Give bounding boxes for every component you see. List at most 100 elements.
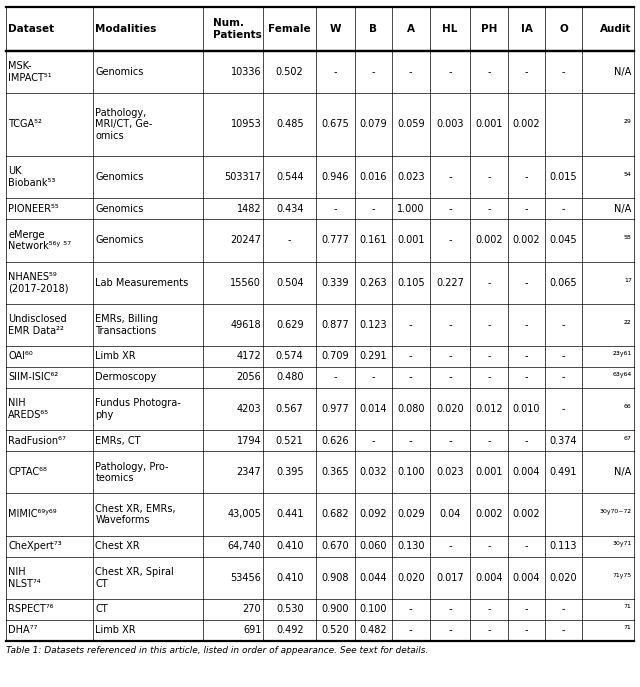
Text: 0.029: 0.029 <box>397 510 424 519</box>
Text: eMerge
Network⁵⁶ʸ ⁵⁷: eMerge Network⁵⁶ʸ ⁵⁷ <box>8 229 71 251</box>
Text: Fundus Photogra-
phy: Fundus Photogra- phy <box>95 398 181 420</box>
Text: -: - <box>409 351 413 361</box>
Text: 0.492: 0.492 <box>276 625 303 635</box>
Text: -: - <box>487 351 491 361</box>
Text: 4203: 4203 <box>237 404 261 414</box>
Text: 0.002: 0.002 <box>513 120 540 129</box>
Text: 0.365: 0.365 <box>322 467 349 477</box>
Text: 49618: 49618 <box>230 319 261 330</box>
Text: CheXpert⁷³: CheXpert⁷³ <box>8 541 62 551</box>
Text: 0.004: 0.004 <box>513 573 540 583</box>
Text: 0.675: 0.675 <box>322 120 349 129</box>
Text: ²²: ²² <box>624 319 632 330</box>
Text: 0.020: 0.020 <box>550 573 577 583</box>
Text: 0.105: 0.105 <box>397 278 424 288</box>
Text: MIMIC⁶⁹ʸ⁶⁹: MIMIC⁶⁹ʸ⁶⁹ <box>8 510 57 519</box>
Text: EMRs, Billing
Transactions: EMRs, Billing Transactions <box>95 314 158 335</box>
Text: 0.263: 0.263 <box>359 278 387 288</box>
Text: 0.014: 0.014 <box>360 404 387 414</box>
Text: -: - <box>525 541 529 551</box>
Text: -: - <box>448 605 452 614</box>
Text: 0.100: 0.100 <box>360 605 387 614</box>
Text: ³⁰ʸ⁷¹: ³⁰ʸ⁷¹ <box>612 541 632 551</box>
Text: NHANES⁵⁹
(2017-2018): NHANES⁵⁹ (2017-2018) <box>8 272 69 293</box>
Text: 0.079: 0.079 <box>359 120 387 129</box>
Text: -: - <box>371 204 375 214</box>
Text: 0.044: 0.044 <box>360 573 387 583</box>
Text: N/A: N/A <box>614 67 632 77</box>
Text: ⁷¹: ⁷¹ <box>624 625 632 635</box>
Text: 0.482: 0.482 <box>359 625 387 635</box>
Text: 0.002: 0.002 <box>513 510 540 519</box>
Text: 0.900: 0.900 <box>322 605 349 614</box>
Text: A: A <box>407 24 415 34</box>
Text: RadFusion⁶⁷: RadFusion⁶⁷ <box>8 436 66 446</box>
Text: CT: CT <box>95 605 108 614</box>
Text: 0.002: 0.002 <box>513 236 540 245</box>
Text: 43,005: 43,005 <box>227 510 261 519</box>
Text: -: - <box>448 204 452 214</box>
Text: -: - <box>448 541 452 551</box>
Text: -: - <box>371 436 375 446</box>
Text: N/A: N/A <box>614 467 632 477</box>
Text: 0.010: 0.010 <box>513 404 540 414</box>
Text: -: - <box>487 436 491 446</box>
Text: 0.485: 0.485 <box>276 120 303 129</box>
Text: -: - <box>525 204 529 214</box>
Text: -: - <box>409 67 413 77</box>
Text: Genomics: Genomics <box>95 172 144 182</box>
Text: -: - <box>448 236 452 245</box>
Text: -: - <box>409 605 413 614</box>
Text: 0.130: 0.130 <box>397 541 424 551</box>
Text: 0.023: 0.023 <box>397 172 424 182</box>
Text: 0.480: 0.480 <box>276 372 303 383</box>
Text: -: - <box>525 605 529 614</box>
Text: 0.491: 0.491 <box>550 467 577 477</box>
Text: -: - <box>562 351 565 361</box>
Text: -: - <box>487 541 491 551</box>
Text: 0.291: 0.291 <box>359 351 387 361</box>
Text: W: W <box>330 24 341 34</box>
Text: 0.003: 0.003 <box>436 120 463 129</box>
Text: -: - <box>487 372 491 383</box>
Text: -: - <box>409 319 413 330</box>
Text: -: - <box>487 172 491 182</box>
Text: Chest XR, Spiral
CT: Chest XR, Spiral CT <box>95 567 174 589</box>
Text: 0.520: 0.520 <box>322 625 349 635</box>
Text: Limb XR: Limb XR <box>95 625 136 635</box>
Text: UK
Biobank⁵³: UK Biobank⁵³ <box>8 166 56 188</box>
Text: -: - <box>409 436 413 446</box>
Text: -: - <box>525 625 529 635</box>
Text: CPTAC⁶⁸: CPTAC⁶⁸ <box>8 467 47 477</box>
Text: 0.626: 0.626 <box>322 436 349 446</box>
Text: 0.709: 0.709 <box>322 351 349 361</box>
Text: ²³ʸ⁶¹: ²³ʸ⁶¹ <box>612 351 632 361</box>
Text: -: - <box>525 436 529 446</box>
Text: OAI⁶⁰: OAI⁶⁰ <box>8 351 33 361</box>
Text: -: - <box>487 319 491 330</box>
Text: ⁶⁷: ⁶⁷ <box>624 436 632 446</box>
Text: 1794: 1794 <box>237 436 261 446</box>
Text: 691: 691 <box>243 625 261 635</box>
Text: 1.000: 1.000 <box>397 204 424 214</box>
Text: 2347: 2347 <box>237 467 261 477</box>
Text: 0.065: 0.065 <box>550 278 577 288</box>
Text: 0.04: 0.04 <box>439 510 461 519</box>
Text: 0.092: 0.092 <box>359 510 387 519</box>
Text: 0.946: 0.946 <box>322 172 349 182</box>
Text: -: - <box>562 372 565 383</box>
Text: -: - <box>448 172 452 182</box>
Text: -: - <box>525 351 529 361</box>
Text: Dataset: Dataset <box>8 24 54 34</box>
Text: -: - <box>525 372 529 383</box>
Text: Pathology,
MRI/CT, Ge-
omics: Pathology, MRI/CT, Ge- omics <box>95 108 153 141</box>
Text: 0.002: 0.002 <box>475 236 503 245</box>
Text: -: - <box>487 605 491 614</box>
Text: NIH
AREDS⁶⁵: NIH AREDS⁶⁵ <box>8 398 49 420</box>
Text: 0.908: 0.908 <box>322 573 349 583</box>
Text: ⁷¹ʸ⁷⁵: ⁷¹ʸ⁷⁵ <box>612 573 632 583</box>
Text: -: - <box>562 67 565 77</box>
Text: Table 1: Datasets referenced in this article, listed in order of appearance. See: Table 1: Datasets referenced in this art… <box>6 646 429 655</box>
Text: -: - <box>525 319 529 330</box>
Text: 503317: 503317 <box>224 172 261 182</box>
